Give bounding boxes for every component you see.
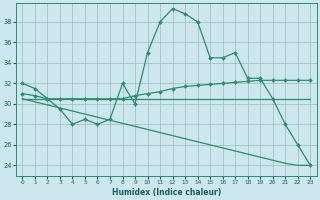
X-axis label: Humidex (Indice chaleur): Humidex (Indice chaleur)	[112, 188, 221, 197]
